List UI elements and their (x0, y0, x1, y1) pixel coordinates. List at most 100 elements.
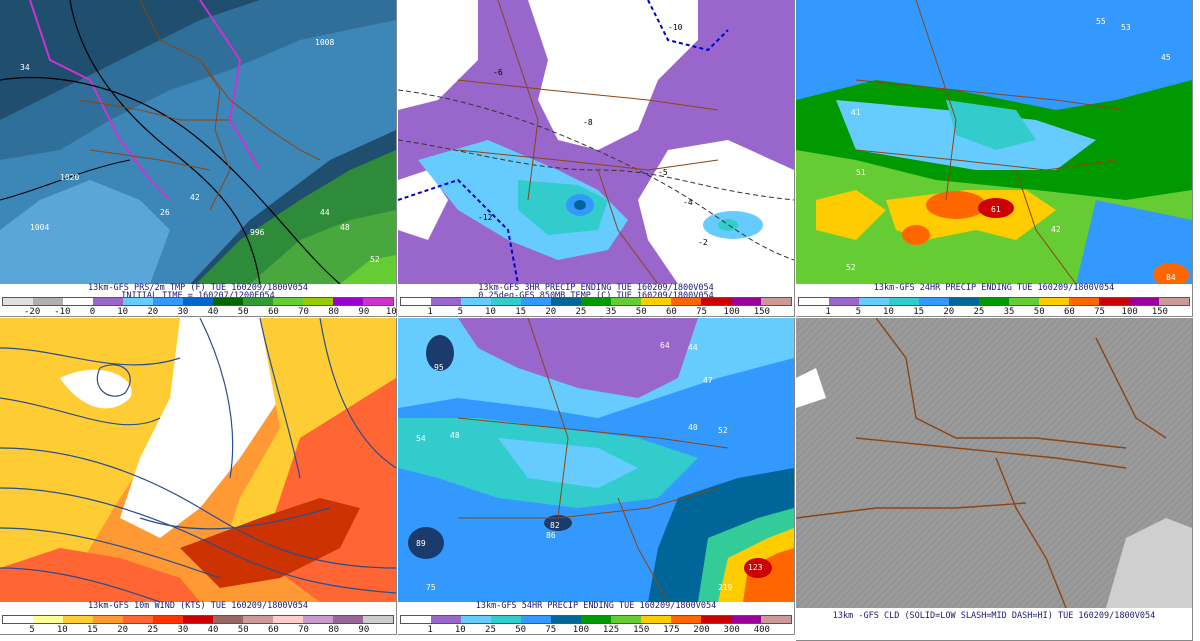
colorbar-labels: -20 -10 0 10 20 30 40 50 60 70 80 90 100 (2, 306, 396, 317)
colorbar-swatches (2, 615, 394, 624)
colorbar-label: 35 (1003, 307, 1015, 317)
colorbar-swatch (641, 298, 671, 305)
colorbar-swatch (829, 298, 859, 305)
colorbar-label: 150 (633, 625, 650, 635)
contour-label: -4 (683, 198, 693, 207)
colorbar-swatch (123, 616, 153, 623)
max-precip-label: 44 (688, 343, 698, 352)
colorbar-label: 30 (177, 307, 189, 317)
colorbar-labels: 5 10 15 20 25 30 40 50 60 70 80 90 (2, 624, 394, 635)
colorbar-swatch (671, 616, 701, 623)
panel-3hr-precip[interactable]: -6 -8 -4 -2 -5 -10 -12 13km-GFS 3HR PREC… (398, 0, 795, 317)
colorbar-swatch (401, 298, 431, 305)
colorbar-swatch (761, 616, 791, 623)
colorbar-label: 80 (328, 307, 340, 317)
colorbar-label: 50 (515, 625, 527, 635)
colorbar-label: 25 (485, 625, 496, 635)
colorbar-swatch (889, 298, 919, 305)
colorbar-swatch (243, 616, 273, 623)
panel-2m-temperature[interactable]: 34 1008 42 44 48 52 1004 1020 26 996 13k… (0, 0, 397, 317)
contour-label: -5 (658, 168, 668, 177)
contour-label: -10 (668, 23, 683, 32)
colorbar-label: 20 (147, 307, 159, 317)
contour-label: 996 (250, 228, 265, 237)
colorbar-label: 40 (207, 307, 219, 317)
colorbar: 5 10 15 20 25 30 40 50 60 70 80 90 (2, 615, 394, 634)
colorbar-swatch (701, 616, 731, 623)
contour-label: -8 (583, 118, 593, 127)
max-precip-label: 123 (748, 563, 763, 572)
colorbar-label: 5 (855, 307, 862, 317)
colorbar-swatch (63, 298, 93, 305)
colorbar-label: 25 (973, 307, 985, 317)
colorbar-swatch (949, 298, 979, 305)
max-precip-label: 48 (450, 431, 460, 440)
colorbar-swatch (1009, 298, 1039, 305)
colorbar-swatch (551, 616, 581, 623)
colorbar-swatch (521, 298, 551, 305)
panel-10m-wind[interactable]: 13km-GFS 10m WIND (KTS) TUE 160209/1800V… (0, 318, 397, 635)
colorbar-label: 60 (665, 307, 677, 317)
panel-cloud-cover[interactable]: 13km -GFS CLD (SOLID=LOW SLASH=MID DASH=… (796, 318, 1193, 641)
colorbar-label: 15 (913, 307, 925, 317)
colorbar-swatch (1039, 298, 1069, 305)
max-precip-label: 75 (426, 583, 436, 592)
colorbar-swatches (400, 297, 792, 306)
precip-54hr-map: 95 64 44 47 54 48 40 52 89 82 86 75 219 … (398, 318, 794, 602)
colorbar-label: 50 (237, 307, 249, 317)
colorbar-label: 100 (723, 307, 740, 317)
colorbar-swatch (581, 298, 611, 305)
contour-label: -6 (493, 68, 503, 77)
panel-54hr-precip[interactable]: 95 64 44 47 54 48 40 52 89 82 86 75 219 … (398, 318, 795, 635)
panel-title: 13km-GFS 10m WIND (KTS) TUE 160209/1800V… (0, 602, 396, 616)
max-precip-label: 219 (718, 583, 733, 592)
contour-label: 52 (370, 255, 380, 264)
colorbar-swatch (761, 298, 791, 305)
contour-label: 34 (20, 63, 30, 72)
precip-3hr-map: -6 -8 -4 -2 -5 -10 -12 (398, 0, 794, 284)
colorbar-swatch (213, 616, 243, 623)
colorbar-swatch (979, 298, 1009, 305)
colorbar-label: 75 (696, 307, 707, 317)
colorbar-label: 90 (358, 307, 370, 317)
max-precip-label: 47 (703, 376, 713, 385)
colorbar-label: 50 (1033, 307, 1045, 317)
colorbar-swatch (461, 298, 491, 305)
panel-24hr-precip[interactable]: 55 53 45 41 51 52 61 42 84 13km-GFS 24HR… (796, 0, 1193, 317)
colorbar-swatch (521, 616, 551, 623)
max-precip-label: 89 (416, 539, 426, 548)
colorbar-label: 15 (515, 307, 527, 317)
colorbar-label: 70 (298, 307, 309, 317)
colorbar-labels: 1 5 10 15 20 25 35 50 60 75 100 150 (798, 306, 1190, 317)
colorbar-label: 1 (825, 307, 831, 317)
colorbar-label: 300 (723, 625, 740, 635)
colorbar-swatch (701, 298, 731, 305)
colorbar-swatch (183, 298, 213, 305)
colorbar-swatch (799, 298, 829, 305)
colorbar-label: 50 (237, 625, 249, 635)
max-precip-label: 54 (416, 434, 426, 443)
colorbar-labels: 1 10 25 50 75 100 125 150 175 200 300 400 (400, 624, 792, 635)
colorbar-swatch (671, 298, 701, 305)
max-precip-label: 52 (846, 263, 856, 272)
max-precip-label: 84 (1166, 273, 1176, 282)
colorbar-label: 60 (267, 625, 279, 635)
colorbar-label: 20 (545, 307, 557, 317)
colorbar-label: 10 (454, 625, 466, 635)
temperature-map: 34 1008 42 44 48 52 1004 1020 26 996 (0, 0, 396, 284)
panel-title: 13km-GFS PRS/2m TMP (F) TUE 160209/1800V… (0, 284, 396, 300)
colorbar-swatch (919, 298, 949, 305)
colorbar-label: 100 (1121, 307, 1138, 317)
colorbar-swatch (401, 616, 431, 623)
colorbar-swatch (1069, 298, 1099, 305)
colorbar-label: 90 (358, 625, 370, 635)
colorbar-swatch (33, 298, 63, 305)
colorbar-swatch (363, 616, 393, 623)
colorbar-label: 80 (328, 625, 340, 635)
colorbar-label: 60 (267, 307, 279, 317)
contour-label: -12 (478, 213, 493, 222)
colorbar-swatch (3, 298, 33, 305)
colorbar-label: 75 (545, 625, 557, 635)
colorbar-label: 150 (1151, 307, 1168, 317)
contour-label: 42 (190, 193, 200, 202)
